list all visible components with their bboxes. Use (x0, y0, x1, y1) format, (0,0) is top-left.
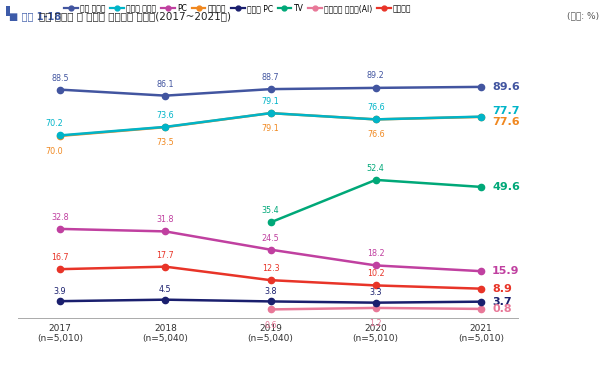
Text: 3.8: 3.8 (264, 287, 277, 296)
Text: 89.2: 89.2 (367, 71, 385, 79)
Text: 4.5: 4.5 (159, 285, 172, 294)
Text: 73.5: 73.5 (157, 138, 174, 147)
Text: 89.6: 89.6 (492, 82, 520, 92)
Text: 3.3: 3.3 (370, 288, 382, 297)
Text: 88.7: 88.7 (262, 73, 279, 82)
Text: 24.5: 24.5 (262, 234, 279, 243)
Text: 86.1: 86.1 (157, 80, 174, 89)
Text: 76.6: 76.6 (367, 104, 385, 112)
Text: 12.3: 12.3 (262, 264, 279, 273)
Legend: 결합 열독률, 모바일 인터넷, PC, 스마트폰, 태블릿 PC, TV, 인공지능 스피커(AI), 종이신문: 결합 열독률, 모바일 인터넷, PC, 스마트폰, 태블릿 PC, TV, 인… (64, 4, 412, 13)
Text: 18.2: 18.2 (367, 250, 385, 258)
Text: 76.6: 76.6 (367, 131, 385, 139)
Text: 17.7: 17.7 (157, 251, 174, 260)
Text: 0.6: 0.6 (264, 321, 277, 329)
Text: 3.7: 3.7 (492, 297, 512, 307)
Text: 0.8: 0.8 (492, 304, 512, 314)
Text: 1.2: 1.2 (370, 319, 382, 328)
Text: 79.1: 79.1 (262, 97, 279, 106)
Text: 70.0: 70.0 (46, 147, 63, 156)
Text: 16.7: 16.7 (51, 253, 69, 262)
Text: 73.6: 73.6 (157, 111, 174, 120)
Text: ■ 그림 1-18: ■ 그림 1-18 (9, 11, 61, 21)
Text: 31.8: 31.8 (157, 216, 174, 224)
Text: (단위: %): (단위: %) (567, 11, 599, 20)
Text: 3.9: 3.9 (54, 287, 66, 296)
Text: 52.4: 52.4 (367, 164, 385, 173)
Text: 35.4: 35.4 (262, 206, 279, 216)
Text: 77.7: 77.7 (492, 106, 520, 116)
Text: 15.9: 15.9 (492, 266, 520, 276)
Text: 88.5: 88.5 (51, 74, 69, 83)
Text: 결합 열독률 및 경로별 신문기사 이용률(2017~2021년): 결합 열독률 및 경로별 신문기사 이용률(2017~2021년) (39, 11, 231, 21)
Text: 32.8: 32.8 (51, 213, 69, 222)
Text: 10.2: 10.2 (367, 269, 385, 279)
Text: 49.6: 49.6 (492, 182, 520, 192)
Text: 77.6: 77.6 (492, 117, 520, 127)
Text: 79.1: 79.1 (262, 124, 279, 133)
Text: 70.2: 70.2 (46, 119, 63, 128)
Text: 8.9: 8.9 (492, 284, 512, 294)
